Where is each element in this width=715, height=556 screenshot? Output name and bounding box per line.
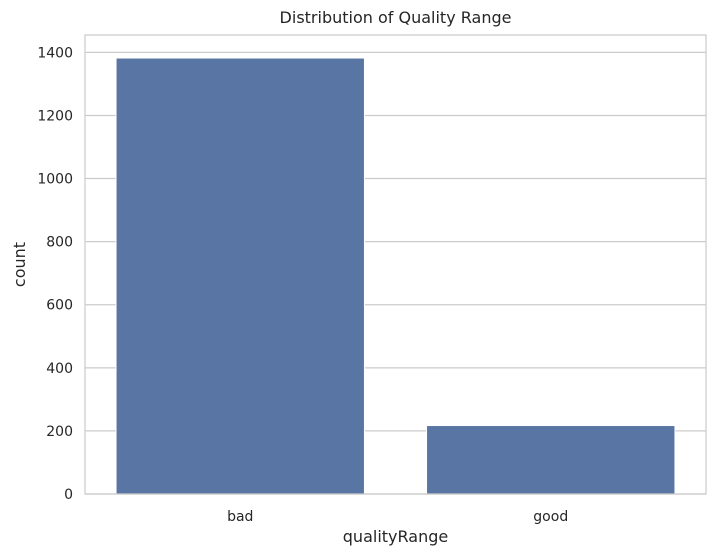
- y-tick-label: 1000: [37, 172, 73, 188]
- y-tick-label: 400: [46, 361, 73, 377]
- bars: [115, 57, 676, 495]
- bar-bad: [115, 57, 365, 495]
- y-tick-label: 1400: [37, 45, 73, 61]
- y-tick-label: 0: [64, 487, 73, 503]
- y-tick-label: 200: [46, 424, 73, 440]
- y-tick-labels: 0 200 400 600 800 1000 1200 1400: [37, 45, 73, 503]
- y-tick-label: 800: [46, 235, 73, 251]
- x-tick-labels: bad good: [227, 509, 568, 525]
- bar-good: [426, 425, 676, 495]
- x-tick-label: good: [533, 509, 568, 525]
- plot-frame: [84, 34, 707, 495]
- y-axis-label: count: [10, 242, 29, 287]
- y-tick-label: 1200: [37, 108, 73, 124]
- chart-title: Distribution of Quality Range: [280, 8, 512, 27]
- x-axis-label: qualityRange: [343, 527, 448, 546]
- x-tick-label: bad: [227, 509, 253, 525]
- y-tick-label: 600: [46, 298, 73, 314]
